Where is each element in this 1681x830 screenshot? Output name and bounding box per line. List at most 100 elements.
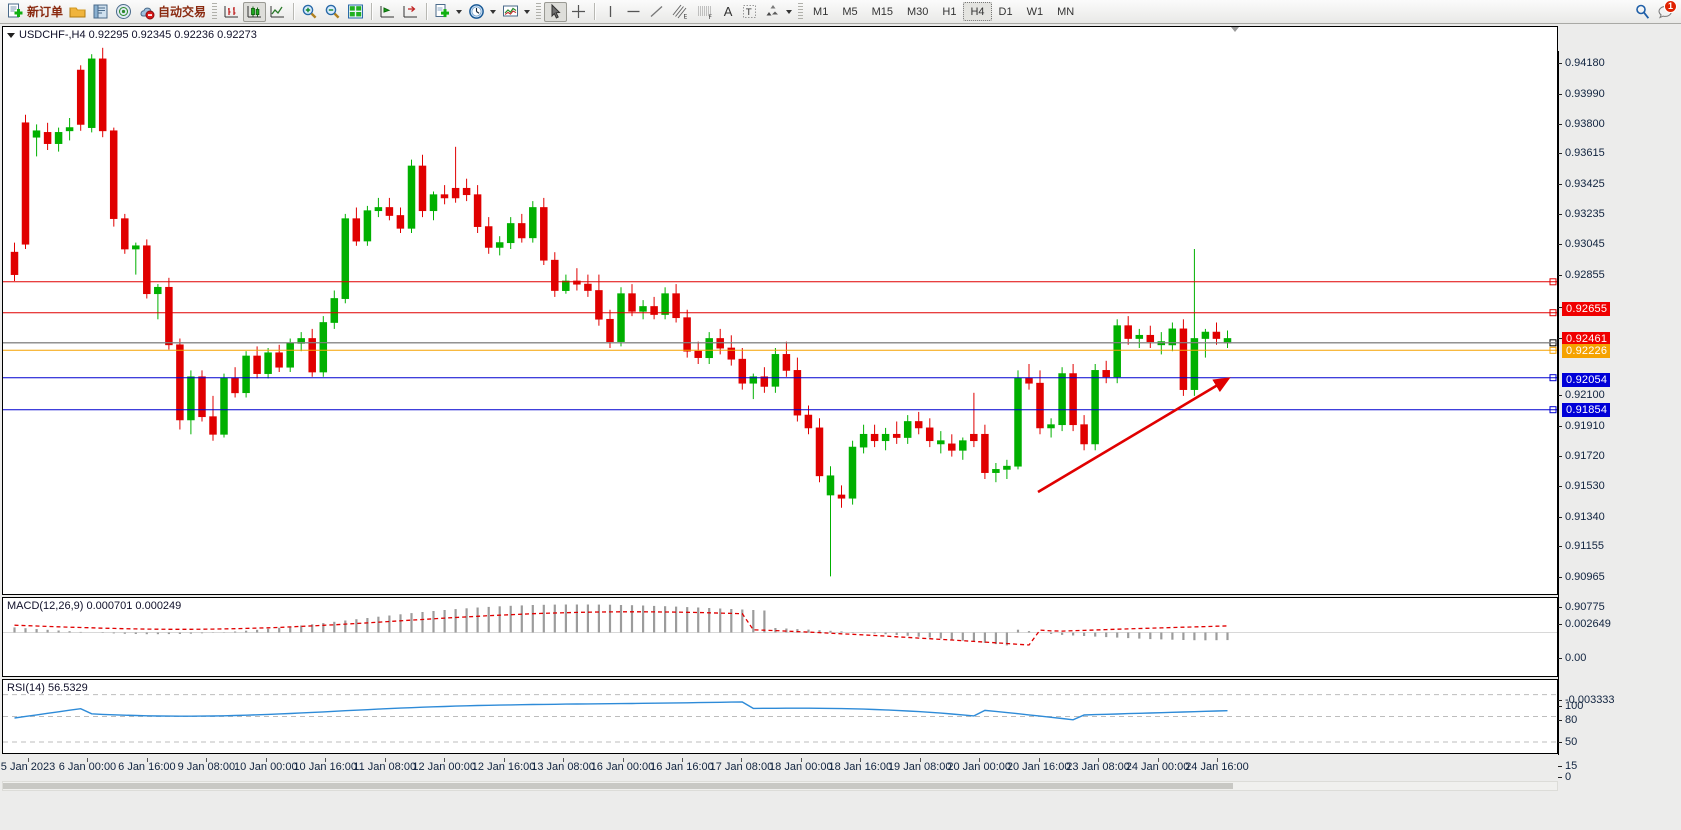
timeframe-d1-button[interactable]: D1 <box>998 5 1013 18</box>
svg-text:F: F <box>709 14 713 20</box>
candlestick-chart-button[interactable] <box>243 1 267 22</box>
time-tick <box>1157 758 1159 762</box>
chart-shift-button[interactable] <box>399 2 422 22</box>
time-tick <box>1098 758 1100 762</box>
time-axis[interactable]: 5 Jan 2023 6 Jan 00:00 6 Jan 16:00 9 Jan 08… <box>1 758 1558 780</box>
price-level-badge-support-1[interactable]: 0.92054 <box>1562 373 1611 387</box>
toolbar-grip-2[interactable] <box>536 2 542 21</box>
price-tick-label: 0.91720 <box>1565 450 1605 463</box>
price-level-badge-pivot[interactable]: 0.92226 <box>1562 344 1611 358</box>
price-tick-label: 0.93235 <box>1565 208 1605 221</box>
new-order-button[interactable]: 新订单 <box>4 2 66 22</box>
tile-windows-button[interactable] <box>344 2 367 22</box>
price-level-badge-support-2[interactable]: 0.91854 <box>1562 403 1611 417</box>
shapes-dropdown-caret[interactable] <box>786 9 793 14</box>
new-chart-dropdown-caret[interactable] <box>456 9 463 14</box>
trendline-icon <box>648 3 665 20</box>
search-button[interactable] <box>1631 2 1655 22</box>
zoom-in-icon <box>301 3 318 20</box>
timeframe-mn-button[interactable]: MN <box>1057 5 1075 18</box>
macd-tick <box>1558 657 1562 659</box>
zoom-in-button[interactable] <box>298 2 321 22</box>
equidistant-channel-button[interactable]: E <box>668 2 693 22</box>
price-chart-panel[interactable]: USDCHF-,H4 0.92295 0.92345 0.92236 0.922… <box>2 26 1558 595</box>
macd-plot-area[interactable] <box>3 598 1557 676</box>
macd-tick-label: 0.00 <box>1565 651 1587 664</box>
fibonacci-retracement-button[interactable]: F <box>693 2 718 22</box>
auto-trading-button[interactable]: 自动交易 <box>135 2 209 22</box>
trendline-button[interactable] <box>645 2 668 22</box>
chart-workspace: USDCHF-,H4 0.92295 0.92345 0.92236 0.922… <box>0 25 1681 830</box>
line-chart-button[interactable] <box>266 2 289 22</box>
price-level-badge-resistance-1[interactable]: 0.92655 <box>1562 302 1611 316</box>
bar-chart-icon <box>223 3 240 20</box>
crosshair-button[interactable] <box>567 2 590 22</box>
time-tick <box>860 758 862 762</box>
notifications-button[interactable]: 1 <box>1655 0 1677 22</box>
rsi-title: RSI(14) 56.5329 <box>7 682 88 694</box>
timeframe-m15-button[interactable]: M15 <box>871 5 893 18</box>
price-tick-label: 0.92100 <box>1565 389 1605 402</box>
time-tick <box>681 758 683 762</box>
time-tick-label: 24 Jan 00:00 <box>1125 761 1190 773</box>
expert-advisor-button[interactable] <box>66 2 89 22</box>
scrollbar-thumb[interactable] <box>3 783 1233 789</box>
shapes-icon <box>764 3 781 20</box>
cursor-button[interactable] <box>544 1 568 22</box>
zoom-out-icon <box>324 3 341 20</box>
toolbar-grip-3[interactable] <box>798 2 804 21</box>
time-tick <box>1038 758 1040 762</box>
chart-symbol-label: USDCHF-,H4 0.92295 0.92345 0.92236 0.922… <box>19 29 257 41</box>
price-axis-line <box>1558 51 1559 755</box>
time-tick <box>206 758 208 762</box>
rsi-plot-area[interactable] <box>3 680 1557 753</box>
svg-text:T: T <box>745 8 752 18</box>
timeframe-w1-button[interactable]: W1 <box>1026 5 1044 18</box>
new-order-label: 新订单 <box>27 5 64 19</box>
time-tick-label: 6 Jan 16:00 <box>118 761 176 773</box>
timeframe-h1-button[interactable]: H1 <box>942 5 957 18</box>
chart-horizontal-scrollbar[interactable] <box>2 781 1558 791</box>
text-label-button[interactable]: T <box>738 2 761 22</box>
indicators-dropdown-caret[interactable] <box>524 9 531 14</box>
toolbar-grip-1[interactable] <box>212 2 218 21</box>
time-tick-label: 6 Jan 00:00 <box>58 761 117 773</box>
timeframe-m5-button[interactable]: M5 <box>842 5 858 18</box>
time-tick <box>265 758 267 762</box>
rsi-indicator-panel[interactable]: RSI(14) 56.5329 <box>2 679 1558 754</box>
text-button[interactable]: A <box>718 2 738 22</box>
timeframe-m30-button[interactable]: M30 <box>907 5 929 18</box>
rsi-tick-label: 50 <box>1565 735 1578 748</box>
rsi-tick <box>1558 766 1562 768</box>
macd-title: MACD(12,26,9) 0.000701 0.000249 <box>7 600 182 612</box>
news-button[interactable] <box>89 2 112 22</box>
horizontal-line-button[interactable] <box>622 2 645 22</box>
vertical-line-icon <box>602 3 619 20</box>
signals-button[interactable] <box>112 2 135 22</box>
timeframe-m1-button[interactable]: M1 <box>813 5 829 18</box>
price-plot-area[interactable] <box>3 27 1557 594</box>
timeframe-h4-button[interactable]: H4 <box>963 2 992 21</box>
fibo-icon: F <box>696 3 715 20</box>
bar-chart-button[interactable] <box>220 2 243 22</box>
main-toolbar: 新订单 <box>0 0 1681 24</box>
time-tick-label: 17 Jan 08:00 <box>709 761 774 773</box>
period-separators-button[interactable] <box>465 2 499 22</box>
price-tick <box>1558 395 1562 397</box>
folder-icon <box>69 3 86 20</box>
chevron-down-icon[interactable] <box>7 32 15 38</box>
shapes-button[interactable] <box>761 2 795 22</box>
vertical-line-button[interactable] <box>599 2 622 22</box>
new-chart-button[interactable] <box>431 2 465 22</box>
period-dropdown-caret[interactable] <box>490 9 497 14</box>
time-tick-label: 9 Jan 08:00 <box>177 761 236 773</box>
macd-indicator-panel[interactable]: MACD(12,26,9) 0.000701 0.000249 <box>2 597 1558 677</box>
price-tick <box>1558 456 1562 458</box>
indicators-button[interactable] <box>499 2 533 22</box>
price-axis[interactable]: 0.94180 0.93990 0.93800 0.93615 0.93425 0.932… <box>1558 51 1681 783</box>
price-level-badge-resistance-2[interactable]: 0.92461 <box>1562 332 1611 346</box>
auto-scroll-button[interactable] <box>376 2 399 22</box>
zoom-out-button[interactable] <box>321 2 344 22</box>
time-tick-label: 24 Jan 16:00 <box>1185 761 1249 773</box>
chart-symbol-header: USDCHF-,H4 0.92295 0.92345 0.92236 0.922… <box>7 29 257 41</box>
